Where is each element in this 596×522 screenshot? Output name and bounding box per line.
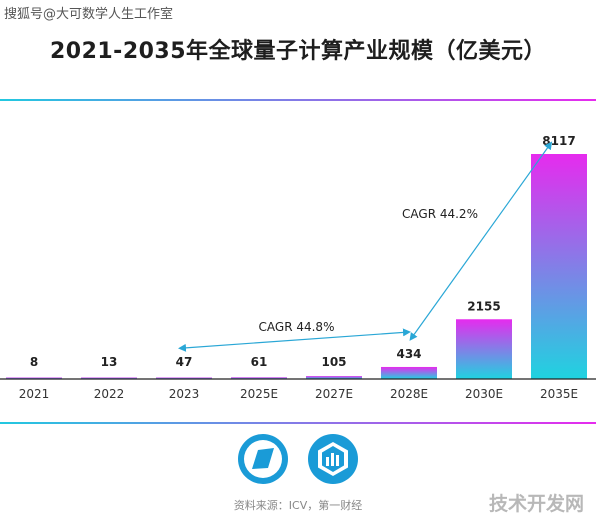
bottom-accent-line [0,422,596,424]
value-label-2021: 8 [30,355,38,369]
value-label-2030E: 2155 [467,299,500,313]
cagr-label-2: CAGR 44.2% [402,207,478,221]
x-tick-2027E: 2027E [315,387,353,401]
value-label-2035E: 8117 [542,134,575,148]
chart-title: 2021-2035年全球量子计算产业规模（亿美元） [49,39,547,64]
cagr-arrow-1 [178,328,411,352]
value-label-2023: 47 [176,355,193,369]
cagr-arrow-2 [409,141,553,341]
chart-logo-icon [308,434,358,484]
top-accent-line [0,99,596,101]
book-logo-icon [238,434,288,484]
bar-2035E [531,154,587,379]
bar-2027E [306,376,362,379]
bar-2028E [381,366,437,379]
value-label-2022: 13 [101,355,118,369]
x-tick-2030E: 2030E [465,387,503,401]
cagr-label-1: CAGR 44.8% [259,320,335,334]
watermark-bottom: 技术开发网 [488,493,584,515]
x-tick-2021: 2021 [19,387,50,401]
chart-area: 8 13 47 61 105 434 2155 8117 2021 2022 2023 2025E 2… [0,99,596,424]
watermark-top: 搜狐号@大可数学人生工作室 [4,7,174,22]
x-tick-2028E: 2028E [390,387,428,401]
x-tick-2025E: 2025E [240,387,278,401]
bar-2021 [6,377,62,379]
source-note: 资料来源：ICV，第一财经 [233,499,363,512]
x-tick-2035E: 2035E [540,387,578,401]
bar-2022 [81,377,137,379]
x-tick-2023: 2023 [169,387,200,401]
value-label-2028E: 434 [396,347,421,361]
value-label-2025E: 61 [251,355,268,369]
bar-2025E [231,377,287,379]
x-tick-2022: 2022 [94,387,125,401]
bar-2030E [456,319,512,379]
value-label-2027E: 105 [321,355,346,369]
bar-2023 [156,377,212,379]
